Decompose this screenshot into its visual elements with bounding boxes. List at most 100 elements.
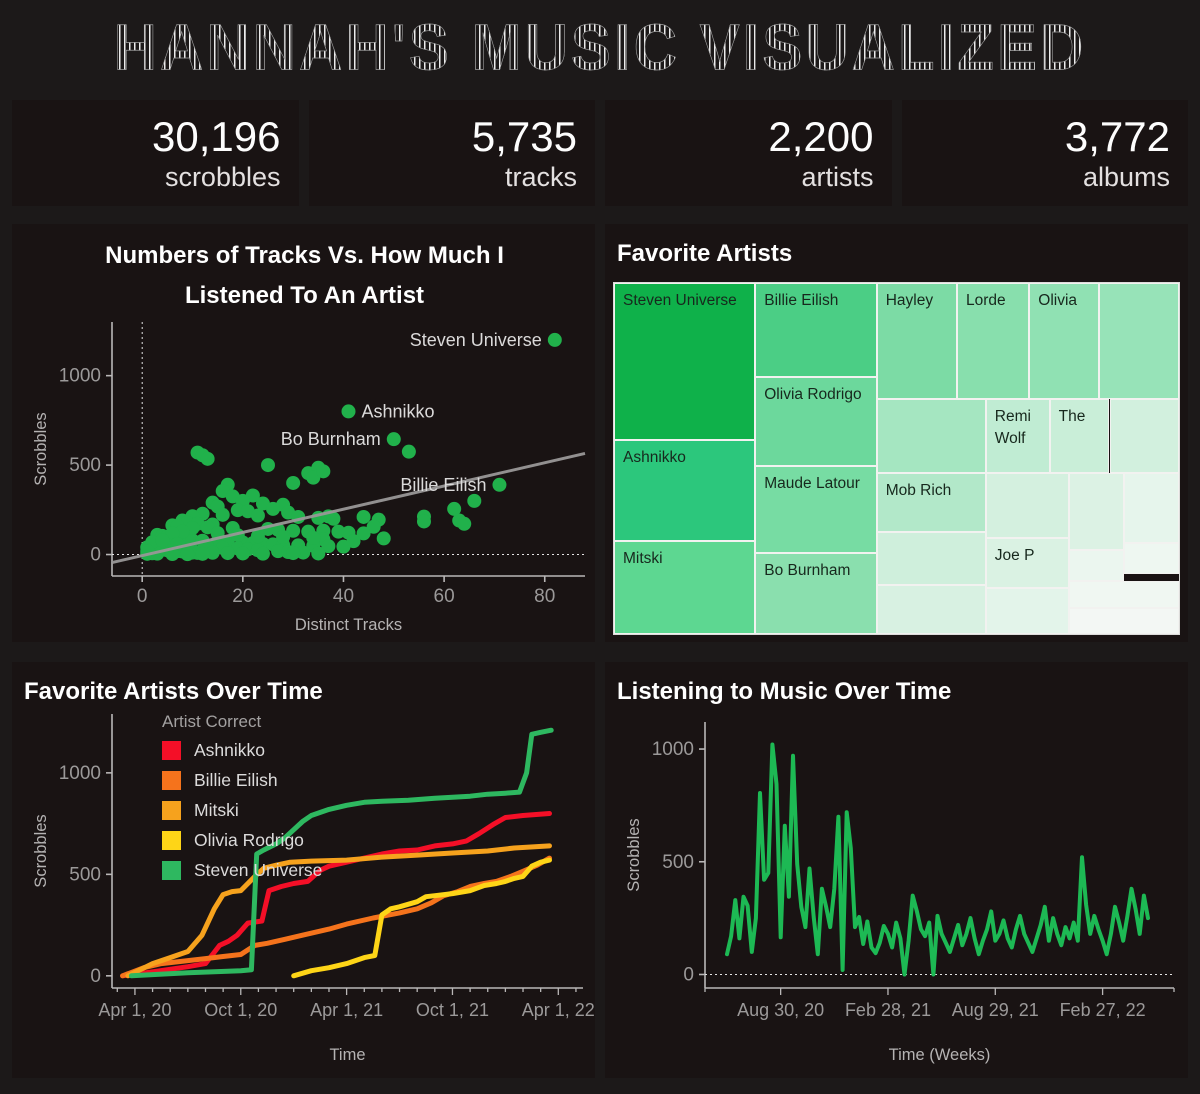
stat-label: artists: [801, 161, 874, 192]
treemap-cell[interactable]: [876, 532, 986, 585]
legend-title: Artist Correct: [162, 712, 262, 731]
stat-label: tracks: [504, 161, 577, 192]
treemap-cell-remi-wolf[interactable]: Remi Wolf: [985, 398, 1050, 473]
scatter-point[interactable]: [401, 444, 416, 459]
treemap-cell[interactable]: [1069, 549, 1124, 582]
scatter-point[interactable]: [366, 519, 381, 534]
treemap-cell[interactable]: [1069, 581, 1179, 608]
listening-over-time-chart[interactable]: Aug 30, 20 Feb 28, 21 Aug 29, 21 Feb 27, 22…: [605, 706, 1188, 1074]
treemap-cell[interactable]: [985, 472, 1070, 538]
treemap-cell[interactable]: [1069, 472, 1124, 550]
scatter-point[interactable]: [286, 546, 301, 561]
scatter-point[interactable]: [447, 501, 462, 516]
scatter-point[interactable]: [356, 526, 371, 541]
series-line-steven-universe[interactable]: [128, 727, 554, 979]
treemap-cell[interactable]: [1123, 542, 1179, 575]
scatter-point[interactable]: [336, 539, 351, 554]
treemap-cell-bo-burnham[interactable]: Bo Burnham: [755, 553, 877, 634]
scatter-point[interactable]: [316, 464, 331, 479]
artist-legend: Artist Correct Ashnikko Billie Eilish Mits…: [162, 712, 322, 890]
scatter-point[interactable]: [356, 509, 371, 524]
scatter-point[interactable]: [376, 531, 391, 546]
stat-row: 30,196 scrobbles 5,735 tracks 2,200 arti…: [0, 96, 1200, 206]
legend-item-olivia-rodrigo[interactable]: Olivia Rodrigo: [162, 830, 322, 851]
treemap-cell-olivia-rodrigo[interactable]: Olivia Rodrigo: [755, 377, 877, 466]
scatter-point[interactable]: [306, 530, 321, 545]
treemap-cell-hayley[interactable]: Hayley: [876, 283, 957, 399]
legend-label: Mitski: [194, 800, 239, 820]
scatter-point[interactable]: [341, 404, 356, 419]
treemap-cell[interactable]: [1123, 472, 1179, 543]
treemap-cell-joe-p[interactable]: Joe P: [985, 537, 1070, 589]
x-tick-label: Aug 29, 21: [952, 1000, 1039, 1020]
scatter-point[interactable]: [296, 545, 311, 560]
scatter-point[interactable]: [547, 332, 562, 347]
treemap-cell-maude-latour[interactable]: Maude Latour: [755, 465, 877, 554]
treemap-cell-olivia[interactable]: Olivia: [1029, 283, 1099, 399]
scatter-point[interactable]: [467, 493, 482, 508]
treemap-cell-label: Maude Latour: [764, 474, 860, 492]
legend-item-steven-universe[interactable]: Steven Universe: [162, 860, 322, 881]
favorite-artists-over-time-chart[interactable]: Apr 1, 20 Oct 1, 20 Apr 1, 21 Oct 1, 21 Apr …: [12, 706, 595, 1074]
treemap-cell[interactable]: [876, 398, 986, 473]
scatter-point[interactable]: [276, 530, 291, 545]
scatter-point[interactable]: [165, 526, 180, 541]
scatter-point[interactable]: [266, 501, 281, 516]
scatter-point[interactable]: [195, 546, 210, 561]
legend-item-billie-eilish[interactable]: Billie Eilish: [162, 770, 322, 791]
scatter-point[interactable]: [220, 546, 235, 561]
treemap-cell-label: Steven Universe: [623, 292, 737, 309]
scatter-point[interactable]: [260, 458, 275, 473]
scatter-point[interactable]: [286, 523, 301, 538]
treemap-cell-ashnikko[interactable]: Ashnikko: [614, 440, 756, 541]
legend-item-ashnikko[interactable]: Ashnikko: [162, 740, 322, 761]
scatter-point[interactable]: [492, 477, 507, 492]
treemap-cell-lorde[interactable]: Lorde: [956, 283, 1030, 399]
series-line-ashnikko[interactable]: [120, 811, 552, 979]
scatter-point[interactable]: [271, 544, 286, 559]
treemap-cell-label: Remi Wolf: [994, 407, 1031, 448]
scatter-point[interactable]: [386, 432, 401, 447]
treemap-cell-mitski[interactable]: Mitski: [614, 540, 756, 634]
scatter-chart[interactable]: 0 20 40 60 80 0 500 1000 Distinct Tracks Scrobble…: [12, 316, 595, 642]
scatter-point[interactable]: [250, 508, 265, 523]
legend-swatch: [162, 801, 181, 820]
treemap-cell[interactable]: [876, 584, 986, 634]
series-line-olivia-rodrigo[interactable]: [291, 857, 552, 979]
scatter-point[interactable]: [250, 529, 265, 544]
x-tick-label: Apr 1, 21: [310, 1000, 383, 1020]
scatter-point[interactable]: [311, 546, 326, 561]
treemap-cell-label: Olivia Rodrigo: [764, 386, 862, 404]
scatter-point[interactable]: [306, 470, 321, 485]
treemap-cell-label: Joe P: [994, 546, 1035, 564]
scatter-point[interactable]: [215, 507, 230, 522]
scatter-point[interactable]: [286, 475, 301, 490]
treemap-cell[interactable]: [1109, 398, 1179, 473]
legend-label: Olivia Rodrigo: [194, 830, 304, 850]
scatter-point[interactable]: [326, 511, 341, 526]
scatter-point[interactable]: [180, 547, 195, 562]
scatter-point[interactable]: [416, 514, 431, 529]
point-annotation: Steven Universe: [410, 330, 542, 350]
scatter-point[interactable]: [457, 516, 472, 531]
treemap-cell-the[interactable]: The: [1049, 398, 1110, 473]
treemap-card: Favorite Artists Steven Universe Ashnikko…: [605, 224, 1188, 642]
treemap-cell[interactable]: [1098, 283, 1179, 399]
treemap-cell-billie-eilish[interactable]: Billie Eilish: [755, 283, 877, 378]
scatter-card: Numbers of Tracks Vs. How Much I Listene…: [12, 224, 595, 642]
treemap-cell-label: Mob Rich: [885, 481, 952, 499]
scatter-point[interactable]: [321, 539, 336, 554]
lines-xlabel: Time: [329, 1046, 365, 1064]
series-line-mitski[interactable]: [125, 843, 552, 979]
legend-item-mitski[interactable]: Mitski: [162, 800, 322, 821]
scatter-point[interactable]: [155, 533, 170, 548]
treemap-cell-steven-universe[interactable]: Steven Universe: [614, 283, 756, 441]
treemap-cell-mob-rich[interactable]: Mob Rich: [876, 472, 986, 533]
treemap-cell-label: Billie Eilish: [764, 292, 839, 309]
scatter-point[interactable]: [200, 451, 215, 466]
weekly-scrobbles-line[interactable]: [725, 742, 1150, 977]
scatter-point[interactable]: [235, 546, 250, 561]
treemap-cell[interactable]: [985, 588, 1070, 634]
scatter-point[interactable]: [255, 546, 270, 561]
treemap-cell[interactable]: [1069, 607, 1179, 634]
